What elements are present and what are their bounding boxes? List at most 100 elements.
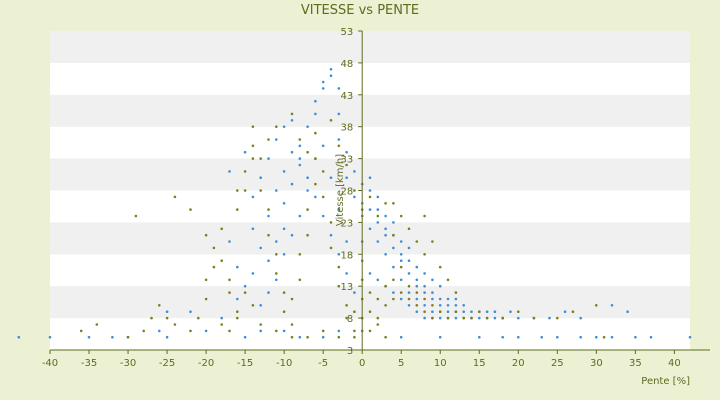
data-point-series-2 [446, 316, 450, 320]
x-tick-label: 40 [668, 358, 681, 369]
data-point-series-1 [228, 240, 231, 243]
data-point-series-1 [493, 316, 497, 320]
data-point-series-1 [376, 240, 380, 243]
data-point-series-2 [337, 144, 341, 148]
data-point-series-1 [454, 297, 458, 301]
data-point-series-2 [290, 297, 294, 301]
x-tick-label: 0 [359, 358, 365, 369]
grid-band [50, 158, 690, 191]
data-point-series-1 [399, 297, 403, 301]
data-point-series-1 [329, 233, 333, 237]
data-point-series-2 [321, 195, 325, 199]
y-tick-label: 38 [340, 123, 353, 134]
data-point-series-2 [353, 335, 356, 339]
data-point-series-1 [610, 304, 614, 307]
data-point-series-1 [446, 297, 450, 301]
data-point-series-2 [236, 208, 239, 211]
data-point-series-2 [298, 253, 302, 256]
data-point-series-2 [353, 189, 356, 192]
y-tick-label: 33 [340, 155, 353, 166]
data-point-series-1 [438, 284, 442, 288]
data-point-series-2 [251, 157, 255, 160]
data-point-series-1 [290, 182, 294, 186]
data-point-series-1 [267, 291, 270, 294]
data-point-series-2 [392, 233, 395, 237]
grid-band [50, 94, 690, 127]
grid-band [50, 190, 690, 223]
data-point-series-1 [259, 176, 263, 179]
data-point-series-1 [610, 335, 614, 339]
data-point-series-2 [454, 310, 458, 314]
data-point-series-1 [415, 310, 419, 314]
data-point-series-1 [407, 272, 411, 275]
data-point-series-1 [259, 304, 263, 307]
x-tick-label: 15 [473, 358, 486, 369]
data-point-series-2 [267, 138, 270, 141]
y-tick-label: 28 [340, 187, 353, 198]
data-point-series-2 [189, 208, 192, 211]
data-point-series-1 [485, 310, 489, 314]
data-point-series-2 [384, 304, 387, 307]
data-point-series-1 [392, 246, 395, 250]
data-point-series-1 [282, 329, 286, 333]
data-point-series-1 [251, 272, 255, 275]
data-point-series-2 [275, 253, 278, 256]
data-point-series-2 [329, 221, 333, 224]
data-point-series-1 [321, 214, 325, 218]
data-point-series-1 [399, 240, 403, 243]
data-point-series-2 [517, 310, 520, 314]
data-point-series-1 [478, 335, 481, 339]
data-point-series-2 [314, 182, 317, 186]
data-point-series-1 [517, 316, 520, 320]
data-point-series-2 [376, 297, 380, 301]
data-point-series-2 [298, 278, 302, 282]
data-point-series-2 [415, 291, 419, 294]
y-axis-label: Vitesse [km/h] [335, 154, 346, 226]
data-point-series-1 [298, 157, 302, 160]
x-tick-label: -20 [198, 358, 214, 369]
x-tick-label: -40 [42, 358, 58, 369]
data-point-series-2 [290, 323, 294, 326]
data-point-series-1 [384, 233, 387, 237]
data-point-series-2 [236, 310, 239, 314]
data-point-series-2 [134, 214, 138, 218]
data-point-series-1 [298, 144, 302, 148]
data-point-series-2 [243, 170, 247, 173]
data-point-series-1 [415, 284, 419, 288]
data-point-series-2 [212, 246, 216, 250]
data-point-series-1 [446, 304, 450, 307]
y-tick-label: 13 [340, 282, 353, 293]
data-point-series-1 [337, 112, 341, 116]
data-point-series-2 [532, 316, 536, 320]
data-point-series-2 [275, 272, 278, 275]
data-point-series-2 [212, 265, 216, 269]
data-point-series-1 [431, 297, 434, 301]
data-point-series-1 [345, 150, 348, 154]
data-point-series-1 [329, 68, 333, 71]
grid-band [50, 254, 690, 287]
data-point-series-2 [407, 284, 411, 288]
data-point-series-1 [392, 221, 395, 224]
data-point-series-2 [392, 297, 395, 301]
data-point-series-1 [376, 208, 380, 211]
data-point-series-2 [345, 316, 348, 320]
data-point-series-1 [626, 310, 629, 314]
data-point-series-1 [415, 265, 419, 269]
data-point-series-2 [236, 316, 239, 320]
x-tick-label: -15 [237, 358, 253, 369]
x-tick-label: -30 [120, 358, 136, 369]
data-point-series-1 [17, 335, 21, 339]
data-point-series-1 [399, 259, 403, 263]
y-tick-label: 23 [340, 218, 353, 229]
data-point-series-1 [321, 87, 325, 90]
data-point-series-1 [275, 138, 278, 141]
data-point-series-1 [415, 297, 419, 301]
data-point-series-1 [438, 316, 442, 320]
data-point-series-2 [306, 335, 309, 339]
data-point-series-2 [384, 284, 387, 288]
data-point-series-1 [267, 214, 270, 218]
data-point-series-1 [368, 176, 372, 179]
data-point-series-1 [298, 214, 302, 218]
data-point-series-2 [150, 316, 153, 320]
